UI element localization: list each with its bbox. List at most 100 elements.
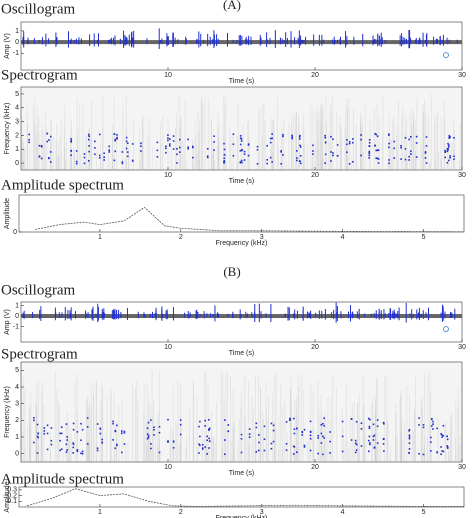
spectrogram-point: [59, 449, 61, 452]
spectrogram-point: [404, 148, 407, 150]
spectrogram-point: [372, 435, 375, 438]
spectrogram-point: [156, 141, 159, 144]
spectrogram-point: [346, 143, 348, 146]
spectrogram-point: [38, 144, 41, 147]
spectrogram-point: [167, 139, 169, 142]
spectrogram-point: [282, 133, 284, 136]
spectrogram-point: [158, 425, 161, 428]
spectrogram-point: [88, 135, 90, 138]
spectrogram-point: [167, 440, 169, 442]
x-tick-label: 1: [98, 509, 102, 516]
spectrogram-point: [146, 437, 149, 440]
spectrogram-point: [341, 420, 344, 423]
spectrogram-point: [201, 443, 204, 446]
x-tick-label: 30: [458, 344, 466, 351]
spectrogram-point: [375, 157, 378, 160]
spectrogram-point: [368, 425, 371, 428]
spectrogram-point: [72, 446, 75, 449]
spectrogram-point: [291, 136, 293, 138]
spectrogram-point: [355, 449, 358, 451]
spectrogram-point: [341, 450, 344, 453]
x-tick-label: 5: [422, 234, 426, 241]
spectrogram-point: [156, 149, 159, 152]
panel-label: (A): [223, 0, 241, 12]
spectrogram-point: [98, 154, 101, 157]
spectrogram-point: [444, 149, 447, 152]
spectrogram-point: [150, 443, 152, 445]
spectrogram-point: [448, 134, 451, 137]
spectrogram-point: [176, 148, 178, 150]
spectrogram-point: [113, 159, 116, 162]
spectrogram-point: [121, 151, 124, 153]
spectrogram-point: [75, 150, 78, 152]
spectrogram-point: [309, 437, 312, 440]
x-tick-label: 20: [311, 172, 319, 179]
spectrogram-point: [376, 442, 379, 444]
x-axis-label: Frequency (kHz): [216, 515, 268, 518]
spectrogram-point: [432, 428, 434, 430]
spectrogram-point: [256, 162, 259, 165]
spectrogram-point: [140, 150, 142, 152]
spectrogram-point: [266, 144, 269, 147]
spectrogram-point: [123, 443, 126, 445]
y-tick-label: 0.3: [7, 487, 17, 494]
spectrogram-point: [256, 145, 259, 148]
spectrogram-point: [206, 147, 209, 150]
x-tick-label: 4: [341, 509, 345, 516]
spectrogram-point: [208, 428, 210, 431]
spectrogram-point: [108, 151, 111, 153]
spectrogram-point: [368, 150, 371, 153]
spectrogram-point: [213, 149, 215, 151]
spectrogram-point: [59, 439, 61, 442]
spectrogram-point: [341, 435, 344, 438]
spectrogram-point: [121, 161, 124, 163]
spectrogram-point: [446, 445, 448, 447]
spectrogram-point: [70, 139, 72, 142]
spectrogram-point: [239, 135, 242, 137]
spectrogram-point: [367, 417, 370, 420]
spectrogram-point: [418, 424, 420, 426]
y-axis-label: Amplitude: [4, 198, 11, 229]
spectrogram-point: [266, 158, 269, 161]
spectrogram-point: [376, 157, 379, 160]
spectrogram-point: [198, 425, 200, 428]
spectrogram-point: [299, 144, 301, 147]
y-tick-label: 0: [15, 160, 19, 167]
spectrogram-point: [80, 439, 82, 442]
spectrogram-point: [400, 146, 402, 149]
spectrogram-point: [441, 450, 443, 452]
panel-label: (B): [223, 264, 240, 279]
spectrogram-point: [350, 418, 353, 420]
x-tick-label: 3: [260, 234, 264, 241]
spectrogram-point: [60, 426, 63, 428]
spectrogram-point: [291, 137, 293, 140]
spectrogram-point: [444, 151, 447, 154]
spectrogram-point: [272, 440, 275, 443]
marker: [443, 52, 449, 58]
spectrogram-point: [187, 146, 189, 148]
plot-frame: [20, 21, 463, 71]
x-axis-label: Time (s): [229, 78, 254, 85]
y-tick-label: 0: [15, 451, 19, 458]
spectrogram-point: [388, 133, 390, 135]
spectrogram-point: [360, 422, 363, 425]
spectrogram-point: [256, 148, 259, 151]
spectrogram-point: [192, 156, 194, 159]
spectrogram-point: [348, 142, 351, 145]
spectrogram-point: [299, 160, 301, 163]
spectrogram-point: [247, 144, 250, 146]
x-axis-label: Time (s): [229, 470, 254, 477]
spectrogram-point: [299, 154, 302, 157]
spectrogram-point: [376, 425, 379, 428]
spectrogram-point: [75, 162, 78, 165]
spectrogram-point: [88, 144, 90, 147]
spectrogram-point: [176, 162, 178, 164]
spectrogram-point: [373, 446, 376, 449]
spectrogram-point: [296, 159, 298, 162]
spectrogram-point: [442, 424, 445, 427]
spectrum-line: [35, 206, 465, 233]
spectrogram-point: [348, 163, 351, 165]
spectrogram-point: [43, 427, 46, 429]
spectrogram-point: [198, 443, 200, 445]
spectrogram-point: [255, 426, 258, 429]
